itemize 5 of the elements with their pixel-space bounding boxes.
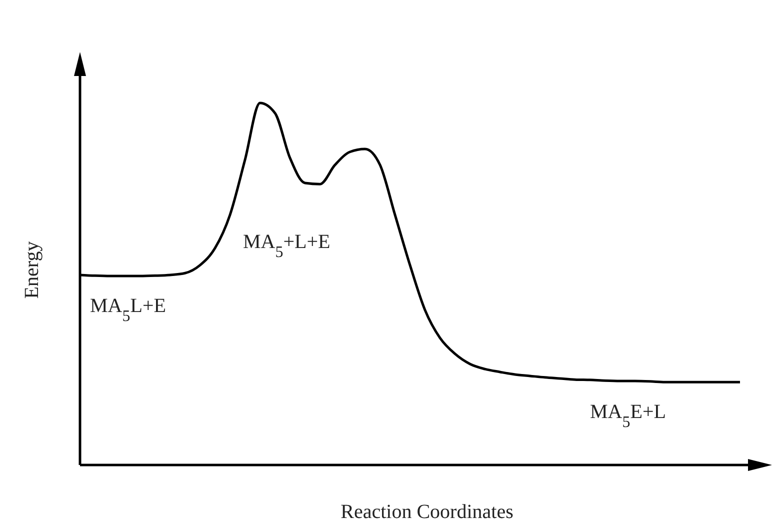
annotation: MA$_{5}$L+E [90,295,166,324]
x-axis-title: Reaction Coordinates [340,501,514,523]
y-axis-title: Energy [21,241,43,299]
annotation: MA$_{5}$E+L [590,401,666,430]
annotation: MA$_{5}$+L+E [243,231,330,260]
